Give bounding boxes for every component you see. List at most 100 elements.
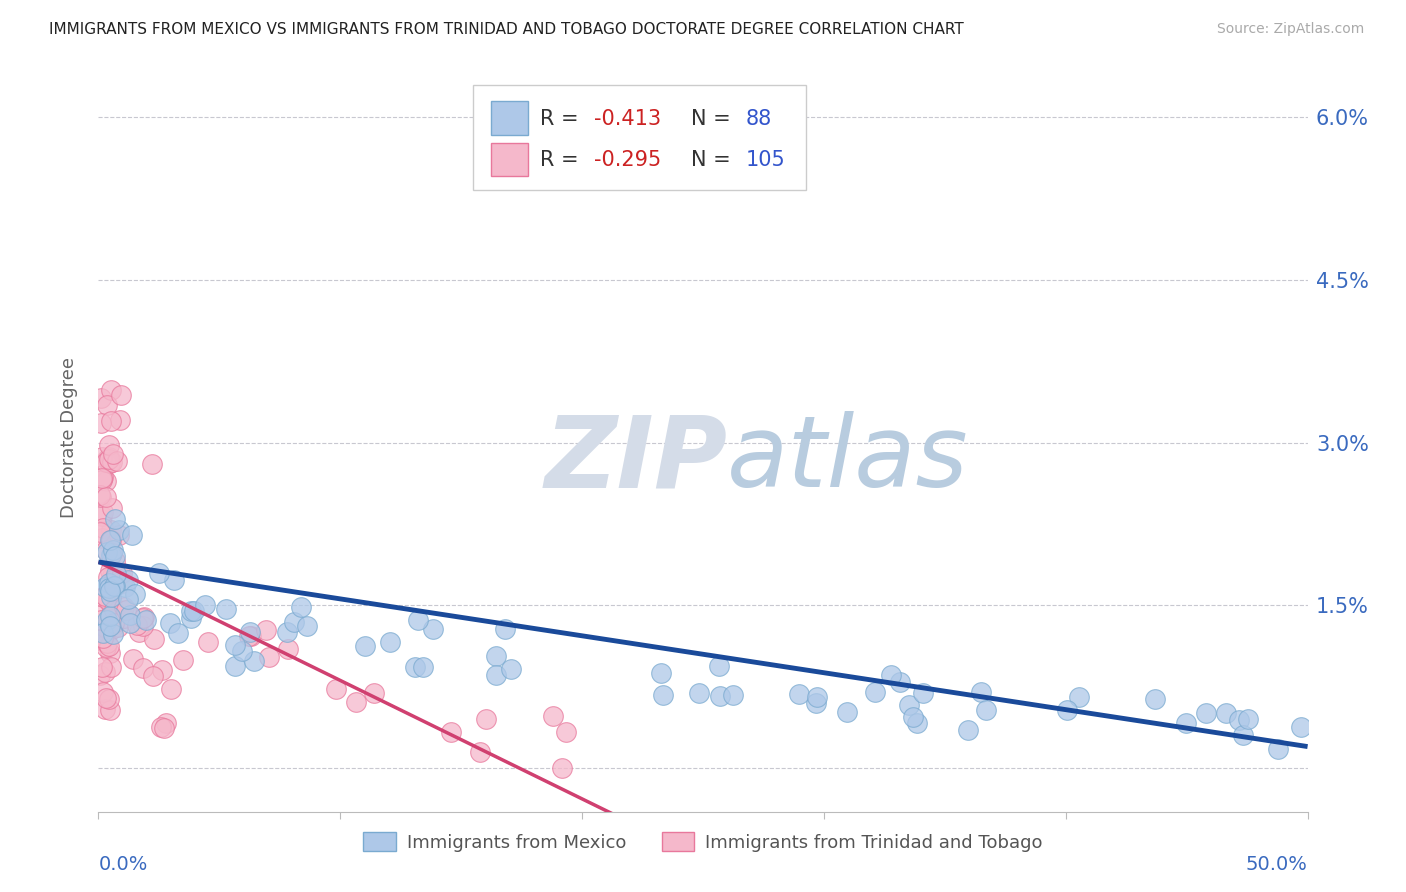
- Point: [100, 549, 122, 563]
- Text: R =: R =: [540, 109, 585, 128]
- Point: [112, 611, 135, 625]
- Point: [970, 684, 993, 698]
- Point: [98, 692, 121, 706]
- Point: [94, 455, 117, 469]
- Point: [98, 609, 121, 624]
- Point: [406, 613, 429, 627]
- FancyBboxPatch shape: [492, 102, 527, 135]
- Text: 50.0%: 50.0%: [1246, 855, 1308, 874]
- Point: [440, 725, 463, 739]
- Point: [131, 619, 153, 633]
- Point: [107, 523, 129, 537]
- Text: ZIP: ZIP: [544, 411, 727, 508]
- Point: [132, 611, 155, 625]
- Point: [96, 613, 118, 627]
- Point: [167, 625, 190, 640]
- Point: [101, 626, 124, 640]
- Point: [776, 142, 799, 156]
- Point: [90, 474, 112, 488]
- Point: [91, 509, 114, 524]
- Point: [100, 455, 122, 469]
- Point: [238, 629, 260, 643]
- Point: [108, 412, 131, 426]
- Point: [98, 584, 121, 599]
- Point: [98, 450, 121, 464]
- Point: [91, 531, 114, 545]
- Point: [100, 533, 122, 548]
- Point: [721, 688, 744, 702]
- Point: [100, 623, 122, 637]
- Point: [91, 631, 114, 645]
- Point: [93, 619, 115, 633]
- Point: [1195, 706, 1218, 721]
- Point: [118, 608, 141, 623]
- Point: [224, 658, 246, 673]
- Point: [180, 604, 202, 618]
- Text: Source: ZipAtlas.com: Source: ZipAtlas.com: [1216, 22, 1364, 37]
- Point: [880, 668, 903, 682]
- Point: [97, 438, 120, 452]
- Point: [96, 623, 118, 637]
- Point: [688, 686, 710, 700]
- Point: [163, 573, 186, 587]
- Point: [135, 613, 157, 627]
- FancyBboxPatch shape: [474, 85, 806, 190]
- Point: [104, 512, 127, 526]
- Point: [91, 626, 114, 640]
- Point: [117, 573, 139, 587]
- Point: [89, 607, 111, 622]
- Point: [115, 603, 138, 617]
- Point: [132, 610, 155, 624]
- Point: [101, 543, 124, 558]
- Point: [254, 623, 277, 637]
- Point: [283, 615, 305, 630]
- Point: [107, 527, 129, 541]
- Point: [974, 703, 997, 717]
- Point: [806, 690, 828, 704]
- Point: [97, 570, 120, 584]
- Point: [90, 613, 112, 627]
- Point: [541, 709, 564, 723]
- Point: [89, 488, 111, 502]
- Point: [554, 725, 576, 739]
- Point: [98, 533, 121, 548]
- Point: [912, 686, 935, 700]
- Point: [159, 682, 181, 697]
- Point: [150, 663, 173, 677]
- Point: [804, 696, 827, 710]
- Point: [94, 635, 117, 649]
- Point: [105, 567, 128, 582]
- Point: [124, 587, 146, 601]
- Text: 88: 88: [745, 109, 772, 128]
- Point: [98, 619, 121, 633]
- Point: [197, 634, 219, 648]
- FancyBboxPatch shape: [492, 143, 527, 177]
- Point: [98, 575, 121, 590]
- Point: [121, 652, 143, 666]
- Point: [172, 653, 194, 667]
- Point: [101, 569, 124, 583]
- Point: [103, 447, 125, 461]
- Point: [104, 549, 127, 563]
- Point: [96, 543, 118, 558]
- Point: [259, 650, 281, 665]
- Point: [475, 712, 498, 726]
- Point: [103, 579, 125, 593]
- Point: [91, 470, 114, 484]
- Point: [149, 720, 172, 734]
- Point: [90, 450, 112, 465]
- Point: [898, 698, 921, 713]
- Text: -0.295: -0.295: [595, 150, 661, 169]
- Point: [90, 633, 112, 648]
- Point: [363, 686, 385, 700]
- Point: [485, 667, 508, 681]
- Point: [96, 636, 118, 650]
- Point: [94, 690, 117, 705]
- Point: [101, 546, 124, 560]
- Point: [652, 688, 675, 702]
- Point: [159, 616, 181, 631]
- Point: [901, 709, 924, 723]
- Point: [104, 554, 127, 568]
- Point: [97, 593, 120, 607]
- Point: [91, 505, 114, 519]
